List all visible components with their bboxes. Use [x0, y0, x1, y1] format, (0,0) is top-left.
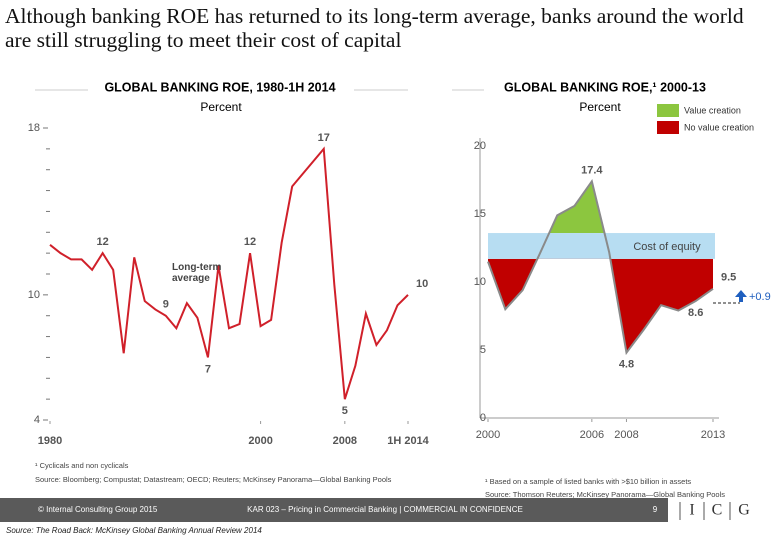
logo-letter: C	[712, 502, 723, 519]
legend-label: No value creation	[684, 122, 754, 132]
roe-line	[49, 146, 409, 400]
x-tick-label: 2008	[614, 429, 638, 441]
value-label: 9.5	[721, 272, 736, 284]
value-label: 9	[163, 299, 169, 311]
x-tick-label: 2008	[333, 435, 357, 447]
legend-swatch	[657, 104, 679, 117]
legend-swatch	[657, 121, 679, 134]
chart-subtitle: Percent	[200, 100, 242, 114]
value-label: 12	[244, 236, 256, 248]
gap-arrow	[735, 290, 747, 302]
value-label: 8.6	[688, 307, 703, 319]
gap-annotation: +0.9	[749, 291, 771, 303]
value-label: 10	[416, 278, 428, 290]
cost-of-equity-band	[488, 233, 715, 259]
source: Source: Thomson Reuters; McKinsey Panora…	[485, 490, 725, 499]
band-label: Cost of equity	[633, 241, 701, 253]
x-tick-label: 2000	[476, 429, 500, 441]
source: Source: Bloomberg; Compustat; Datastream…	[35, 475, 392, 484]
y-tick-label: 10	[28, 289, 40, 301]
chart-title: GLOBAL BANKING ROE,¹ 2000-13	[504, 80, 706, 94]
footnote: ¹ Based on a sample of listed banks with…	[485, 477, 691, 486]
x-tick-label: 2000	[248, 435, 272, 447]
y-tick-label: 18	[28, 122, 40, 134]
value-label: 4.8	[619, 359, 634, 371]
chart-title: GLOBAL BANKING ROE, 1980-1H 2014	[104, 80, 335, 94]
y-tick-label: 10	[474, 276, 486, 288]
x-tick-label: 2006	[580, 429, 604, 441]
roe-line	[487, 178, 714, 356]
no-value-creation-area	[488, 258, 713, 353]
y-tick-label: 20	[474, 140, 486, 152]
long-term-average-label: Long-term average	[172, 262, 222, 284]
y-tick-label: 0	[480, 412, 486, 424]
value-creation-area	[488, 181, 713, 234]
footer-center: KAR 023 – Pricing in Commercial Banking …	[247, 505, 523, 514]
value-label: 17	[318, 132, 330, 144]
legend-label: Value creation	[684, 105, 741, 115]
slide-title: Although banking ROE has returned to its…	[5, 4, 744, 52]
footer-bar	[0, 498, 668, 522]
value-label: 7	[205, 363, 211, 375]
page-number: 9	[653, 505, 658, 514]
x-tick-label: 1H 2014	[387, 435, 429, 447]
logo-letter: G	[738, 502, 750, 519]
y-tick-label: 5	[480, 344, 486, 356]
y-tick-label: 15	[474, 208, 486, 220]
x-tick-label: 1980	[38, 435, 62, 447]
value-label: 5	[342, 405, 348, 417]
value-label: 17.4	[581, 164, 603, 176]
chart-subtitle: Percent	[579, 100, 621, 114]
value-label: 12	[97, 236, 109, 248]
x-tick-label: 2013	[701, 429, 725, 441]
footer-copyright: © Internal Consulting Group 2015	[38, 505, 158, 514]
footer-source: Source: The Road Back: McKinsey Global B…	[6, 526, 262, 535]
y-tick-label: 4	[34, 414, 40, 426]
footnote: ¹ Cyclicals and non cyclicals	[35, 461, 129, 470]
logo-letter: I	[689, 502, 694, 519]
